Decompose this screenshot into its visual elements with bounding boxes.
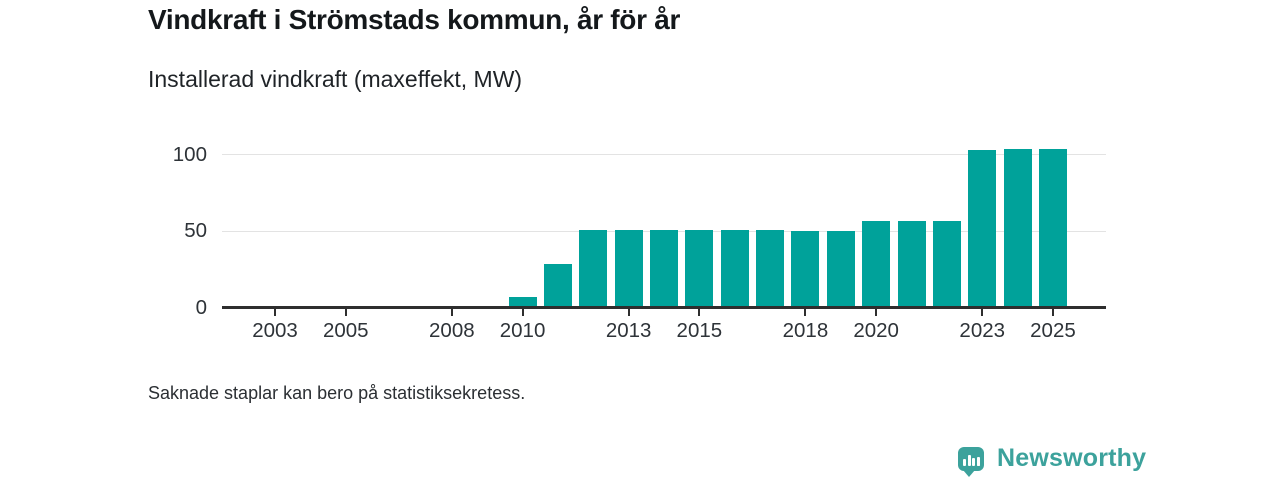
bar-2021 — [897, 220, 926, 308]
x-tick-2015 — [698, 308, 701, 316]
chart-footnote: Saknade staplar kan bero på statistiksek… — [148, 383, 526, 403]
y-label-50: 50 — [184, 219, 207, 243]
bar-2022 — [932, 220, 961, 308]
bar-2020 — [862, 220, 891, 308]
x-axis-line — [222, 306, 1106, 309]
logo-mini-bar-1 — [963, 458, 966, 466]
bar-2012 — [579, 229, 608, 308]
bar-2013 — [614, 229, 643, 308]
x-tick-2025 — [1051, 308, 1054, 316]
x-tick-2020 — [875, 308, 878, 316]
logo-mini-bar-3 — [972, 457, 975, 466]
x-tick-2018 — [804, 308, 807, 316]
newsworthy-logo-text: Newsworthy — [997, 444, 1147, 472]
y-label-0: 0 — [195, 296, 207, 319]
chart-subtitle: Installerad vindkraft (maxeffekt, MW) — [148, 66, 523, 92]
x-label-2010: 2010 — [499, 319, 546, 342]
bar-chart: 0 50 100 2003 2005 2008 2010 2013 2015 2018 2020 20… — [0, 138, 1280, 353]
x-tick-2023 — [981, 308, 984, 316]
y-label-100: 100 — [172, 142, 207, 166]
bar-2011 — [543, 263, 572, 308]
chart-title: Vindkraft i Strömstads kommun, år för år — [148, 4, 681, 35]
bar-2014 — [650, 229, 678, 308]
x-label-2025: 2025 — [1030, 319, 1076, 342]
gridline-100 — [222, 154, 1106, 156]
bar-2010 — [508, 297, 537, 308]
bar-2019 — [826, 231, 855, 308]
x-tick-2013 — [627, 308, 630, 316]
bar-2015 — [685, 229, 714, 308]
x-tick-2010 — [521, 308, 524, 316]
plot-area — [222, 138, 1106, 309]
speech-bubble-tail — [963, 469, 975, 477]
logo-mini-bar-2 — [967, 454, 971, 466]
x-label-2008: 2008 — [429, 319, 475, 342]
x-label-2015: 2015 — [676, 319, 723, 342]
x-label-2013: 2013 — [605, 319, 652, 342]
bar-2016 — [720, 229, 749, 308]
x-label-2020: 2020 — [853, 319, 899, 342]
x-label-2003: 2003 — [252, 319, 298, 342]
bar-2025 — [1038, 148, 1067, 308]
x-tick-2008 — [450, 308, 453, 316]
x-label-2023: 2023 — [959, 319, 1006, 342]
newsworthy-logo-icon — [958, 446, 984, 477]
bar-2017 — [756, 229, 785, 308]
logo-exclamation-line — [976, 456, 980, 466]
bar-2024 — [1003, 148, 1032, 308]
newsworthy-logo: Newsworthy — [958, 444, 1147, 477]
bar-2018 — [791, 231, 820, 308]
x-label-2018: 2018 — [782, 319, 829, 342]
logo-exclamation-dot — [976, 462, 980, 466]
x-label-2005: 2005 — [322, 319, 369, 342]
x-tick-2005 — [344, 308, 347, 316]
x-tick-2003 — [274, 308, 277, 316]
bar-2023 — [968, 150, 997, 308]
